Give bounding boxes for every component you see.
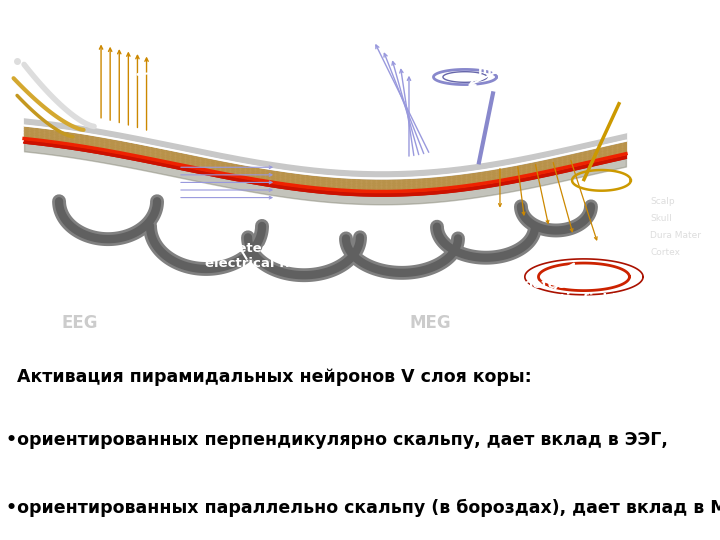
Text: MEG: MEG [409, 314, 451, 332]
Text: Активация пирамидальных нейронов V слоя коры:: Активация пирамидальных нейронов V слоя … [11, 368, 531, 386]
Text: •ориентированных параллельно скальпу (в бороздах), дает вклад в МЭГ: •ориентированных параллельно скальпу (в … [6, 499, 720, 517]
Text: undetectable
magnetic field: undetectable magnetic field [477, 49, 585, 77]
Text: Scalp: Scalp [650, 197, 675, 206]
Text: EEG: EEG [62, 314, 99, 332]
Text: detectable
magnetic field: detectable magnetic field [509, 278, 617, 306]
Text: detectable
electrical field: detectable electrical field [187, 56, 295, 84]
Text: •ориентированных перпендикулярно скальпу, дает вклад в ЭЭГ,: •ориентированных перпендикулярно скальпу… [6, 431, 667, 449]
Text: Dura Mater: Dura Mater [650, 231, 701, 240]
Text: Cortex: Cortex [650, 248, 680, 257]
Text: undetectable
electrical field: undetectable electrical field [204, 242, 312, 270]
Text: Skull: Skull [650, 214, 672, 223]
